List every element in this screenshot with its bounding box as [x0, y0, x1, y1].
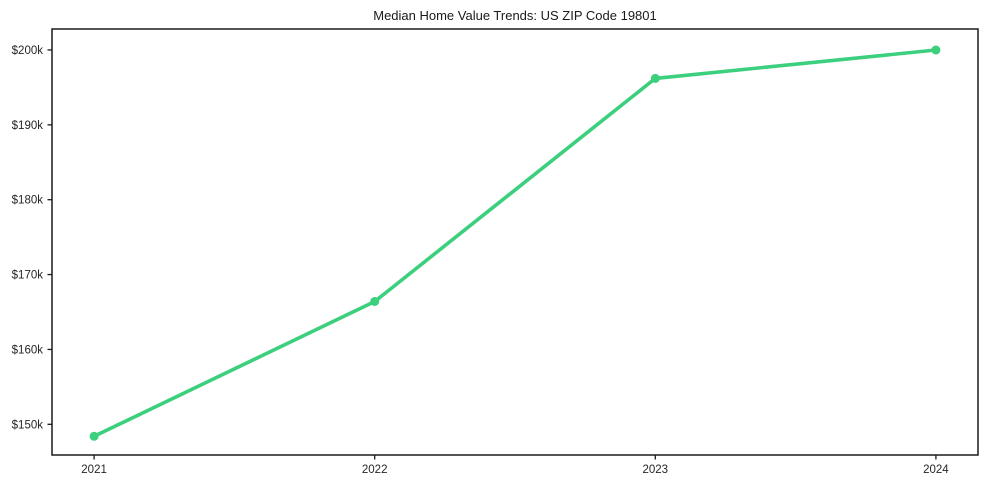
data-point-marker [931, 45, 941, 55]
y-tick-label: $180k [12, 195, 44, 207]
data-point-marker [370, 297, 380, 306]
x-tick-label: 2024 [923, 464, 949, 476]
x-tick-label: 2022 [362, 464, 388, 476]
y-tick-label: $170k [12, 270, 44, 282]
y-axis: $150k $160k $170k $180k $190k $200k [12, 45, 52, 431]
data-line [92, 48, 938, 439]
plot-frame [51, 28, 979, 456]
y-tick-label: $200k [12, 45, 44, 57]
x-axis: 2021 2022 2023 2024 [81, 455, 949, 476]
x-tick-label: 2023 [643, 464, 669, 476]
data-point-marker [650, 73, 660, 83]
x-tick-label: 2021 [81, 464, 107, 476]
y-tick-label: $160k [12, 344, 44, 356]
data-points [89, 45, 941, 441]
chart-title: Median Home Value Trends: US ZIP Code 19… [373, 8, 657, 23]
data-point-marker [89, 431, 99, 441]
y-tick-label: $150k [12, 419, 44, 431]
y-tick-label: $190k [12, 120, 44, 132]
